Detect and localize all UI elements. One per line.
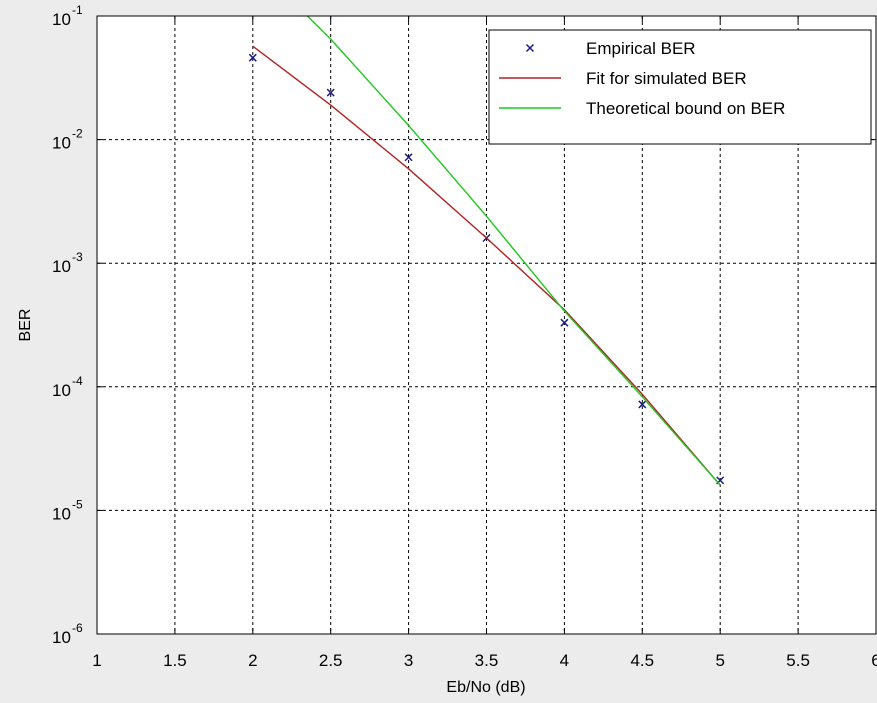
- y-tick-exponent: -4: [72, 374, 83, 388]
- y-tick-label: 10: [52, 10, 71, 29]
- series-line-2: [306, 15, 721, 486]
- y-tick-label: 10: [52, 381, 71, 400]
- legend-swatch-marker: [525, 43, 535, 53]
- marker-stroke: [326, 88, 335, 97]
- x-tick-label: 2.5: [319, 651, 343, 670]
- marker-stroke: [248, 53, 257, 62]
- marker-stroke: [404, 153, 413, 162]
- x-tick-label: 3.5: [475, 651, 499, 670]
- x-tick-label: 3: [404, 651, 413, 670]
- x-ticks: 1 1.5 2 2.5 3 3.5 4 4.5 5 5.5 6: [92, 16, 877, 670]
- y-tick-exponent: -3: [72, 250, 83, 264]
- y-tick-label: 10: [52, 504, 71, 523]
- series-line-1: [252, 45, 721, 486]
- x-tick-label: 5.5: [786, 651, 810, 670]
- x-tick-label: 1.5: [163, 651, 187, 670]
- marker-stroke: [560, 318, 569, 327]
- legend-label: Fit for simulated BER: [586, 69, 747, 88]
- x-tick-label: 4: [560, 651, 569, 670]
- data-point-marker: [404, 153, 413, 162]
- legend-box: [488, 29, 872, 145]
- x-tick-label: 4.5: [630, 651, 654, 670]
- legend-label: Theoretical bound on BER: [586, 99, 785, 118]
- x-tick-label: 2: [248, 651, 257, 670]
- data-point-marker: [248, 53, 257, 62]
- data-point-marker: [638, 400, 647, 409]
- x-tick-label: 1: [92, 651, 101, 670]
- y-tick-exponent: -1: [72, 3, 83, 17]
- x-tick-label: 6: [871, 651, 877, 670]
- y-tick-label: 10: [52, 134, 71, 153]
- series-layer: [248, 15, 725, 486]
- data-point-marker: [326, 88, 335, 97]
- legend-label: Empirical BER: [586, 39, 696, 58]
- legend: Empirical BER Fit for simulated BER Theore…: [488, 29, 872, 145]
- marker-stroke: [638, 400, 647, 409]
- y-tick-label: 10: [52, 628, 71, 647]
- y-tick-label: 10: [52, 257, 71, 276]
- y-ticks: 10-110-210-310 -410-510 -6: [52, 3, 876, 647]
- y-tick-exponent: -5: [72, 497, 83, 511]
- y-tick-exponent: -6: [72, 621, 83, 635]
- x-axis-label: Eb/No (dB): [446, 679, 525, 696]
- data-point-marker: [560, 318, 569, 327]
- y-tick-exponent: -2: [72, 127, 83, 141]
- y-axis-label: BER: [17, 309, 34, 342]
- x-tick-label: 5: [715, 651, 724, 670]
